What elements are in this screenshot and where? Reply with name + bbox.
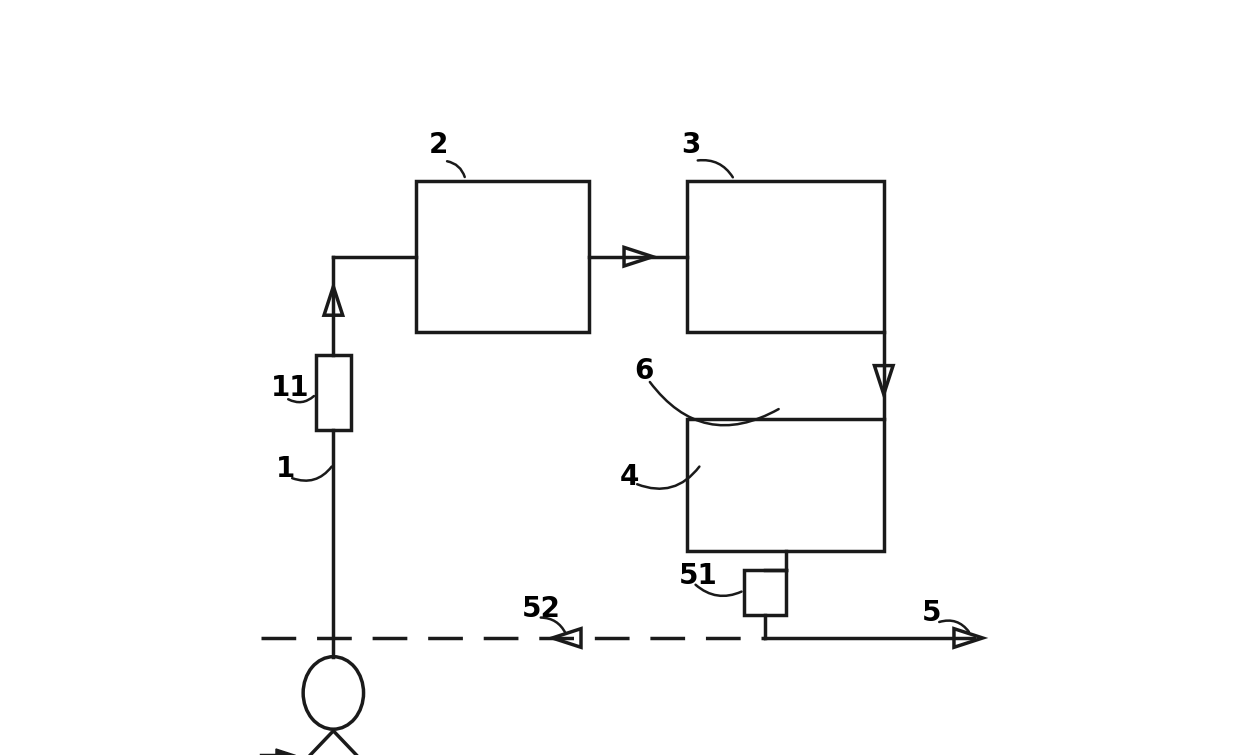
Text: 52: 52 bbox=[522, 595, 560, 623]
Bar bbox=[415, 181, 590, 332]
Bar bbox=[316, 355, 351, 430]
Text: 2: 2 bbox=[429, 131, 449, 159]
Text: 3: 3 bbox=[681, 131, 701, 159]
Text: 5: 5 bbox=[922, 599, 940, 627]
Text: 51: 51 bbox=[679, 562, 717, 590]
Polygon shape bbox=[276, 749, 296, 755]
Bar bbox=[688, 181, 883, 332]
Text: 1: 1 bbox=[276, 455, 295, 483]
Bar bbox=[745, 570, 786, 615]
Text: 4: 4 bbox=[620, 463, 639, 491]
Bar bbox=[688, 419, 883, 551]
Text: 6: 6 bbox=[634, 357, 654, 385]
Text: 11: 11 bbox=[270, 374, 310, 402]
